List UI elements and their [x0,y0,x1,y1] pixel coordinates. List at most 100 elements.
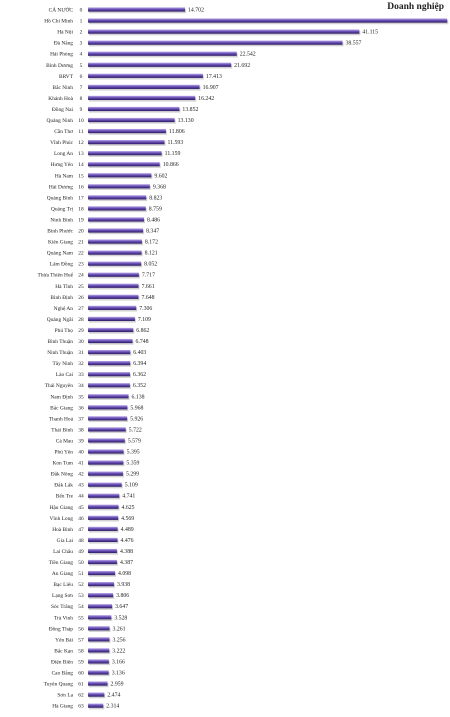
category-label: Lâm Đồng [50,261,74,268]
value-label: 4.476 [121,538,134,544]
value-label: 7.717 [142,273,155,279]
value-label: 9.602 [154,173,167,179]
category-label: Quảng Ngãi [47,317,74,323]
value-label: 8.172 [145,240,158,246]
rank-label: 47 [78,527,84,533]
chart-title: Doanh nghiệp [387,2,444,12]
bar [88,228,144,233]
rank-label: 27 [78,306,84,312]
value-label: 41.115 [362,30,378,36]
value-label: 5.579 [128,438,141,444]
value-label: 3.261 [113,626,126,632]
rank-label: 32 [78,361,84,367]
rank-label: 8 [80,96,83,102]
bar [88,493,120,498]
value-label: 7.109 [138,317,151,323]
rank-label: 44 [78,494,84,500]
category-label: Khánh Hoà [48,96,73,102]
bar [88,626,110,631]
category-label: Đà Nẵng [54,40,74,47]
rank-label: 28 [78,317,84,323]
rank-label: 38 [78,427,84,433]
value-label: 8.121 [145,251,158,257]
bar [88,239,142,244]
bar [88,361,131,366]
bar [88,106,180,112]
category-label: Vĩnh Long [49,516,73,522]
bar [88,372,130,377]
value-label: 4.387 [120,560,133,566]
category-label: Lạng Sơn [52,593,73,599]
rank-label: 15 [78,173,84,179]
bar [88,427,126,432]
rank-label: 6 [80,74,83,80]
bar [88,173,152,178]
rank-label: 35 [78,394,84,400]
category-label: Cà Mau [56,438,74,444]
category-label: Phú Yên [54,450,73,456]
value-label: 14.702 [188,8,204,14]
bar [88,283,139,288]
bar [88,659,109,664]
value-label: 3.647 [115,604,128,610]
category-label: Thừa Thiên Huế [38,272,74,279]
bar [88,195,147,200]
value-label: 11.593 [168,140,184,146]
rank-label: 5 [80,63,83,69]
category-label: Bắc Kạn [54,647,73,654]
category-label: Bắc Giang [50,404,73,411]
category-label: Tiền Giang [49,559,74,566]
category-label: Bạc Liêu [53,582,73,588]
category-label: Đắk Lắk [54,482,73,489]
category-label: Long An [54,151,73,157]
rank-label: 13 [78,151,84,157]
rank-label: 17 [78,195,84,201]
value-label: 5.968 [130,405,143,411]
value-label: 6.862 [136,328,149,334]
category-label: Lai Châu [53,549,73,555]
bar [88,703,104,708]
category-label: Hà Nam [55,173,74,179]
bar [88,151,162,156]
bar [88,548,117,554]
category-label: Bình Phước [47,229,73,235]
category-label: Hưng Yên [51,162,74,168]
rank-label: 10 [78,118,84,124]
rank-label: 61 [78,682,84,688]
bar [88,95,196,100]
rank-label: 62 [78,693,84,699]
rank-label: 49 [78,549,84,555]
category-label: Gia Lai [57,538,74,544]
value-label: 8.052 [144,262,157,268]
category-label: Hải Dương [49,184,73,190]
rank-label: 51 [78,571,84,577]
category-label: Bình Thuận [47,339,73,345]
rank-label: 20 [78,229,84,235]
bar [88,62,232,67]
category-label: Vĩnh Phúc [50,140,74,146]
category-label: Thanh Hoá [49,416,74,422]
category-label: Tây Ninh [52,361,73,367]
rank-label: 11 [78,129,83,135]
value-label: 13.130 [178,118,194,124]
bar [88,526,118,531]
bar [88,637,110,642]
value-label: 4.625 [122,505,135,511]
bar [88,570,116,576]
bar [88,692,105,697]
value-label: 2.474 [107,693,120,699]
category-label: Quảng Trị [51,206,74,212]
category-label: Sơn La [57,693,73,699]
rank-label: 18 [78,206,84,212]
bar [88,504,119,509]
bar [88,471,123,476]
bar [88,206,146,211]
value-label: 16.907 [203,85,219,91]
value-label: 2.959 [111,682,124,688]
value-label: 4.741 [122,494,135,500]
bar [88,51,237,56]
rank-label: 23 [78,262,84,268]
rank-label: 12 [78,140,84,146]
